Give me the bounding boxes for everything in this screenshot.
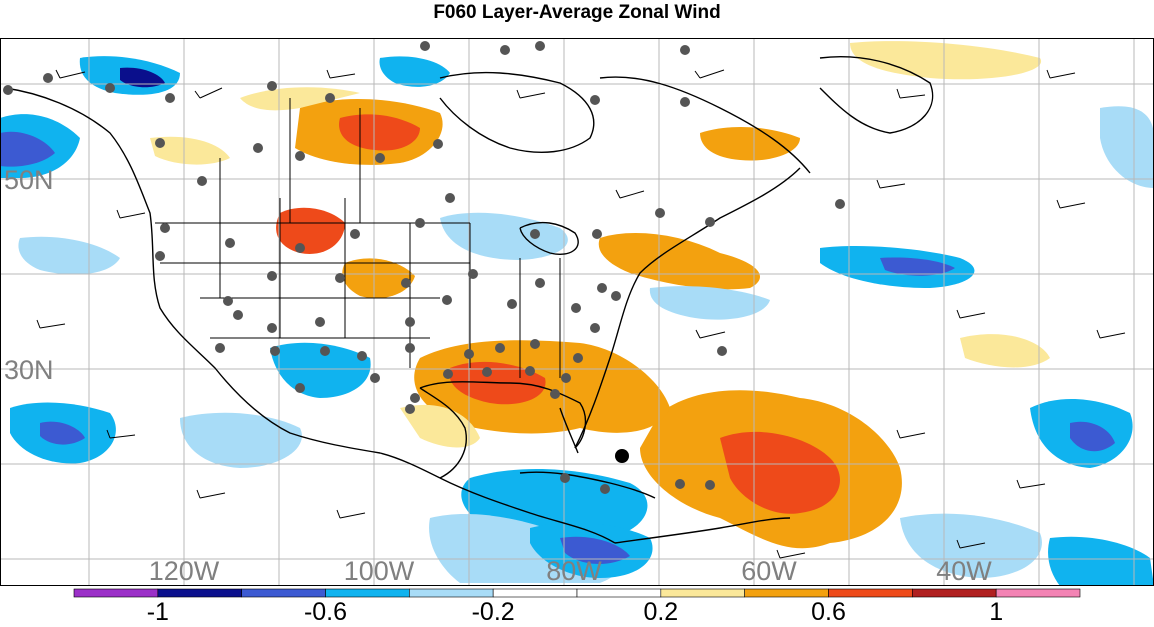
central-america: [439, 477, 616, 544]
positive-region-atlantic-core: [720, 431, 840, 514]
colorbar-tick-label: -0.2: [471, 598, 515, 626]
colorbar-swatch: [912, 588, 997, 598]
colorbar-swatch: [995, 588, 1081, 598]
colorbar-swatch: [241, 588, 326, 598]
negative-region-east-atlantic-core: [1070, 421, 1115, 452]
longitude-labels: 120W 100W 80W 60W 40W: [149, 556, 993, 586]
negative-light-3: [18, 236, 120, 275]
highlighted-station-marker: [615, 449, 629, 463]
positive-light-3: [400, 404, 480, 448]
negative-region-south-pacific-core: [560, 536, 630, 564]
positive-light-2: [850, 41, 1042, 80]
state-borders: [155, 98, 561, 378]
longitude-label: 120W: [149, 556, 220, 586]
mexico-gulf-coast: [419, 387, 467, 479]
negative-region-labrador: [379, 56, 450, 87]
negative-region-north-atlantic-core: [880, 257, 955, 276]
negative-light-6: [1048, 536, 1154, 586]
positive-light-4: [960, 334, 1050, 368]
colorbar-swatch: [828, 588, 913, 598]
colorbar-swatch: [157, 588, 242, 598]
positive-region-canada-core: [339, 114, 420, 151]
colorbar-swatch: [744, 588, 829, 598]
coastlines-and-borders: [4, 56, 934, 544]
colorbar-swatch: [409, 588, 494, 598]
colorbar-swatch: [576, 588, 662, 598]
colorbar-swatch: [325, 588, 410, 598]
negative-light-5: [649, 286, 770, 320]
latitude-label: 30N: [4, 355, 54, 385]
longitude-label: 100W: [344, 556, 415, 586]
colorbar-tick-label: -0.6: [303, 598, 348, 626]
labrador-coast: [599, 76, 811, 174]
station-markers: [3, 41, 845, 494]
south-america-north: [614, 517, 791, 544]
colorbar-tick-label: 0.2: [643, 598, 679, 626]
colorbar-swatch: [660, 588, 745, 598]
negative-light-2: [1100, 106, 1154, 188]
latitude-label: 50N: [4, 165, 54, 195]
negative-region-baja: [270, 342, 371, 398]
zonal-wind-map: 50N 30N 120W 100W 80W 60W 40W: [0, 38, 1154, 586]
latitude-labels: 50N 30N: [4, 165, 54, 385]
longitude-label: 80W: [546, 556, 602, 586]
florida: [559, 407, 579, 454]
negative-region-alaska-core: [0, 131, 55, 167]
negative-region-great-lakes: [440, 212, 568, 260]
colorbar-swatch: [492, 588, 578, 598]
hudson-bay: [439, 71, 595, 153]
positive-region-newfoundland: [700, 126, 800, 161]
negative-light-1: [180, 412, 302, 468]
graticule: [0, 38, 1154, 586]
north-america-west-coast: [4, 87, 441, 479]
positive-region-rockies: [276, 207, 345, 254]
map-title: F060 Layer-Average Zonal Wind: [433, 2, 721, 23]
great-lakes: [519, 221, 579, 255]
negative-region-pacific-core: [40, 421, 85, 445]
greenland: [819, 56, 934, 134]
colorbar-tick-label: 1: [989, 598, 1004, 626]
negative-region-yukon-core: [120, 67, 165, 88]
colorbar-tick-label: -1: [146, 598, 169, 626]
colorbar: [73, 588, 1081, 598]
cuba: [519, 471, 656, 499]
positive-light-5: [150, 136, 230, 165]
east-coast-us: [574, 167, 801, 449]
colorbar-tick-label: 0.6: [811, 598, 846, 626]
shaded-wind-contours: [0, 41, 1154, 586]
longitude-label: 40W: [936, 556, 992, 586]
wind-barbs: [36, 69, 1126, 559]
positive-region-great-plains: [342, 258, 415, 299]
colorbar-swatch: [73, 588, 159, 598]
longitude-label: 60W: [741, 556, 797, 586]
